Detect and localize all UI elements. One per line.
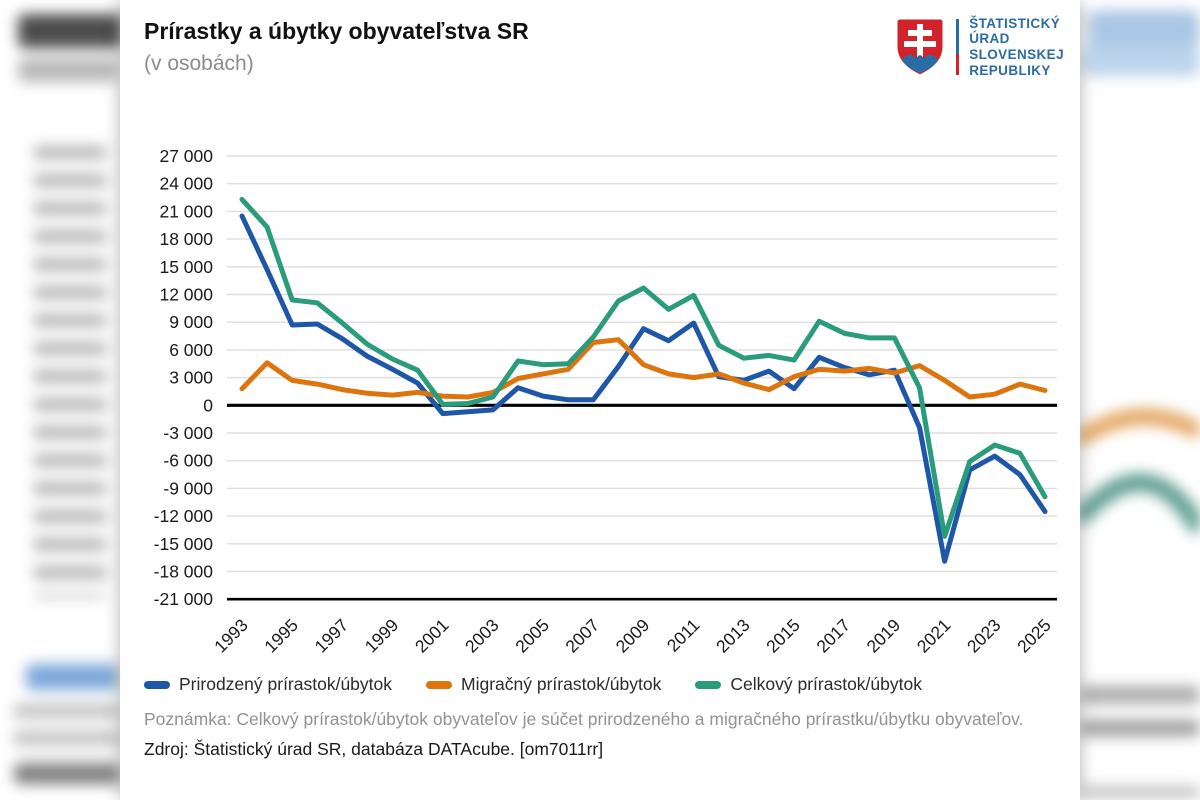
legend-item-natural: Prirodzený prírastok/úbytok xyxy=(144,674,392,695)
svg-text:-15 000: -15 000 xyxy=(154,534,214,554)
svg-text:1999: 1999 xyxy=(361,615,403,657)
bg-blurred-title xyxy=(18,14,122,48)
legend-swatch-migration xyxy=(426,680,453,689)
bg-blurred-line2 xyxy=(1080,720,1200,736)
svg-text:-9 000: -9 000 xyxy=(163,478,213,498)
svg-text:2001: 2001 xyxy=(411,615,453,657)
svg-text:1995: 1995 xyxy=(260,615,302,657)
svg-text:2013: 2013 xyxy=(712,615,754,657)
legend-swatch-total xyxy=(695,680,722,689)
svg-text:27 000: 27 000 xyxy=(159,146,213,166)
svg-text:18 000: 18 000 xyxy=(159,229,213,249)
bg-blurred-note xyxy=(14,704,120,760)
statistical-office-logo: ŠTATISTICKÝ ÚRAD SLOVENSKEJ REPUBLIKY xyxy=(896,16,1064,78)
chart-title: Prírastky a úbytky obyvateľstva SR xyxy=(144,18,529,44)
svg-text:-3 000: -3 000 xyxy=(163,423,213,443)
bg-blurred-axis-labels xyxy=(34,146,106,598)
svg-text:6 000: 6 000 xyxy=(169,340,213,360)
chart-legend: Prirodzený prírastok/úbytok Migračný prí… xyxy=(144,674,922,695)
chart-subtitle: (v osobách) xyxy=(144,52,254,75)
svg-text:12 000: 12 000 xyxy=(159,285,213,305)
bg-blurred-subtitle xyxy=(18,58,118,82)
svg-text:9 000: 9 000 xyxy=(169,312,213,332)
legend-item-migration: Migračný prírastok/úbytok xyxy=(426,674,661,695)
bg-blurred-line3 xyxy=(1080,786,1200,798)
bg-blurred-button-bottom xyxy=(1082,46,1200,76)
legend-swatch-natural xyxy=(144,680,170,689)
chart-lightbox-card: Prírastky a úbytky obyvateľstva SR (v os… xyxy=(120,0,1080,800)
population-line-chart: 27 000 24 000 21 000 18 000 15 000 12 000 9 00… xyxy=(154,146,1057,657)
svg-text:1997: 1997 xyxy=(311,615,353,657)
svg-text:-21 000: -21 000 xyxy=(154,589,214,609)
bg-blurred-legend xyxy=(26,664,118,690)
svg-text:2021: 2021 xyxy=(913,615,955,657)
svg-text:2023: 2023 xyxy=(963,615,1005,657)
bg-blurred-button-top xyxy=(1088,10,1200,50)
svg-text:2003: 2003 xyxy=(461,615,503,657)
bg-blurred-line1 xyxy=(1080,686,1200,704)
svg-text:2019: 2019 xyxy=(863,615,905,657)
svg-text:2017: 2017 xyxy=(812,615,854,657)
slovak-coat-of-arms-icon xyxy=(896,18,944,76)
svg-text:2007: 2007 xyxy=(561,615,603,657)
bg-blurred-source xyxy=(14,764,120,784)
svg-text:1993: 1993 xyxy=(210,615,252,657)
svg-text:2009: 2009 xyxy=(612,615,654,657)
svg-text:15 000: 15 000 xyxy=(159,257,213,277)
svg-text:3 000: 3 000 xyxy=(169,368,213,388)
source-text: Zdroj: Štatistický úrad SR, databáza DAT… xyxy=(144,739,604,760)
svg-text:0: 0 xyxy=(203,395,213,415)
svg-text:2005: 2005 xyxy=(511,615,553,657)
svg-text:-6 000: -6 000 xyxy=(163,451,213,471)
svg-text:-12 000: -12 000 xyxy=(154,506,214,526)
logo-divider xyxy=(956,19,960,75)
svg-text:24 000: 24 000 xyxy=(159,174,213,194)
logo-org-name: ŠTATISTICKÝ ÚRAD SLOVENSKEJ REPUBLIKY xyxy=(969,15,1064,78)
svg-text:2011: 2011 xyxy=(663,615,704,656)
svg-text:-18 000: -18 000 xyxy=(154,562,214,582)
note-text: Poznámka: Celkový prírastok/úbytok obyva… xyxy=(144,709,1024,729)
bg-blurred-chart-arcs xyxy=(1078,408,1200,535)
svg-text:21 000: 21 000 xyxy=(159,201,213,221)
legend-item-total: Celkový prírastok/úbytok xyxy=(695,674,922,695)
svg-text:2015: 2015 xyxy=(762,615,804,657)
svg-text:2025: 2025 xyxy=(1013,615,1055,657)
